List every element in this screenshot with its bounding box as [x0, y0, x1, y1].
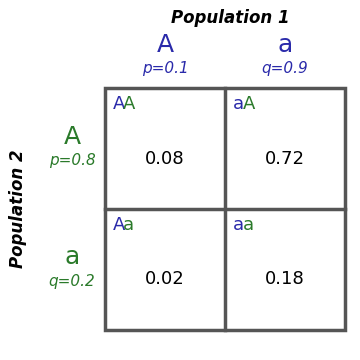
Text: a: a	[233, 95, 244, 113]
Text: a: a	[277, 33, 293, 57]
Text: 0.72: 0.72	[265, 149, 305, 167]
Text: a: a	[123, 216, 134, 234]
Text: A: A	[243, 95, 255, 113]
Text: A: A	[63, 125, 81, 148]
Text: 0.18: 0.18	[265, 270, 305, 288]
Text: A: A	[157, 33, 174, 57]
Text: p=0.1: p=0.1	[141, 60, 188, 76]
Text: Population 1: Population 1	[171, 9, 289, 27]
Text: a: a	[64, 246, 80, 270]
Text: A: A	[113, 95, 125, 113]
Text: p=0.8: p=0.8	[49, 153, 95, 168]
Text: q=0.2: q=0.2	[49, 274, 95, 289]
Bar	[105, 88, 345, 330]
Text: a: a	[233, 216, 244, 234]
Text: q=0.9: q=0.9	[262, 60, 309, 76]
Text: 0.02: 0.02	[145, 270, 185, 288]
Text: A: A	[113, 216, 125, 234]
Text: A: A	[123, 95, 135, 113]
Text: a: a	[243, 216, 254, 234]
Text: 0.08: 0.08	[145, 149, 185, 167]
Text: Population 2: Population 2	[9, 150, 27, 268]
